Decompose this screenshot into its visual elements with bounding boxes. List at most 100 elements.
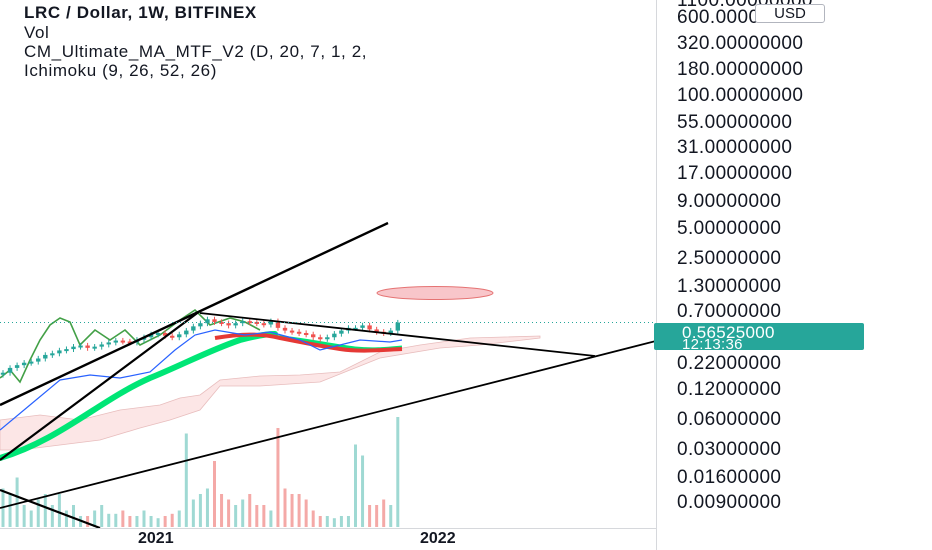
volume-bar [86,516,90,527]
price-tick: 0.12000000 [677,379,782,400]
volume-bar [205,488,209,527]
cloud-area [0,335,541,451]
price-tick: 1100.00000000 [677,0,813,11]
price-tick: 2.50000000 [677,248,782,269]
candle-body [296,331,302,334]
currency-badge[interactable]: USD [755,4,825,23]
candle-body [353,327,358,330]
volume-bar [163,516,167,527]
volume-bar [50,505,54,527]
price-axis[interactable]: 1100.00000000 600.00000000 320.00000000 180… [657,0,932,550]
volume-bar [121,510,125,527]
volume-bar [332,518,336,527]
time-label-2022: 2022 [420,530,456,547]
volume-bar [318,516,322,527]
volume-bar [64,510,68,527]
volume-bar [149,516,153,527]
candle-body [268,321,274,325]
candle-body [57,350,62,354]
price-tick: 17.00000000 [677,163,793,184]
price-tick: 100.00000000 [677,85,804,106]
candle-body [120,340,126,343]
trendline-drawings[interactable] [0,221,656,530]
indicator-ichimoku[interactable]: Ichimoku (9, 26, 52, 26) [24,61,217,80]
price-tick: 0.06000000 [677,409,782,430]
candle-body [367,325,372,330]
volume-bar [304,499,308,527]
candle-body [212,319,217,322]
price-tick: 0.22000000 [677,353,782,374]
chart-area[interactable] [0,0,656,550]
price-tick: 0.70000000 [677,301,782,322]
volume-bar [100,505,104,527]
volume-bar [93,510,97,527]
indicator-vol[interactable]: Vol [24,23,50,42]
price-tick: 5.00000000 [677,218,782,239]
chart-legend: LRC / Dollar, 1W, BITFINEX Vol CM_Ultima… [24,3,367,80]
volume-bar [8,494,12,527]
candle-body [261,323,267,326]
candle-body [7,367,13,373]
volume-bar [234,505,238,527]
last-price-label: 0.56525000 12:13:36 [654,323,864,353]
volume-bar [128,516,132,527]
candle-body [240,321,245,324]
volume-bar [227,499,231,527]
candle-body [113,340,118,343]
candle-body [50,353,55,356]
volume-bar [283,488,287,527]
volume-bar [135,516,139,527]
candle-body [219,321,224,324]
candle-body [303,333,309,336]
volume-bar [389,505,393,527]
candle-body [127,341,133,344]
volume-bar [354,444,357,527]
candle-body [374,329,379,332]
volume-bar [361,455,365,527]
volume-bar [184,433,188,527]
candle-body [71,346,76,350]
price-chart[interactable] [0,0,656,550]
volume-bar [114,513,118,527]
indicator-ma[interactable]: CM_Ultimate_MA_MTF_V2 (D, 20, 7, 1, 2, [24,42,368,61]
trendline-upper-channel [0,221,389,407]
volume-bar [107,513,111,527]
volume-bar [177,510,181,527]
volume-bar [396,417,400,527]
candle-body [177,334,182,338]
candle-body [311,334,316,338]
candle-body [21,362,27,366]
candle-body [29,361,34,364]
time-label-2021: 2021 [138,530,174,547]
candle-body [360,325,365,328]
volume-bar [368,505,372,527]
trendline-lower-channel [0,310,201,461]
volume-bar [170,513,174,527]
price-tick: 320.00000000 [677,33,804,54]
candle-body [92,346,97,349]
symbol-title[interactable]: LRC / Dollar, 1W, BITFINEX [24,3,257,22]
candle-body [155,333,161,336]
candle-body [247,321,252,324]
price-tick: 9.00000000 [677,191,782,212]
volume-bar [22,505,26,527]
candle-body [318,337,323,340]
candle-body [99,344,104,347]
trendline-descending [199,312,596,357]
volume-bar [276,428,280,527]
candle-body [289,330,295,333]
candle-body [170,335,175,338]
volume-bar [29,510,33,527]
candle-body [226,323,231,326]
time-axis-divider [0,528,656,529]
price-tick: 0.01600000 [677,467,782,488]
price-tick: 0.03000000 [677,439,782,460]
volume-bar [15,477,19,527]
volume-bar [325,516,329,527]
volume-bar [198,494,202,527]
volume-bar [269,510,273,527]
candle-body [43,354,48,359]
volume-bar [241,499,245,527]
candle-body [162,333,168,336]
candle-body [275,321,281,328]
